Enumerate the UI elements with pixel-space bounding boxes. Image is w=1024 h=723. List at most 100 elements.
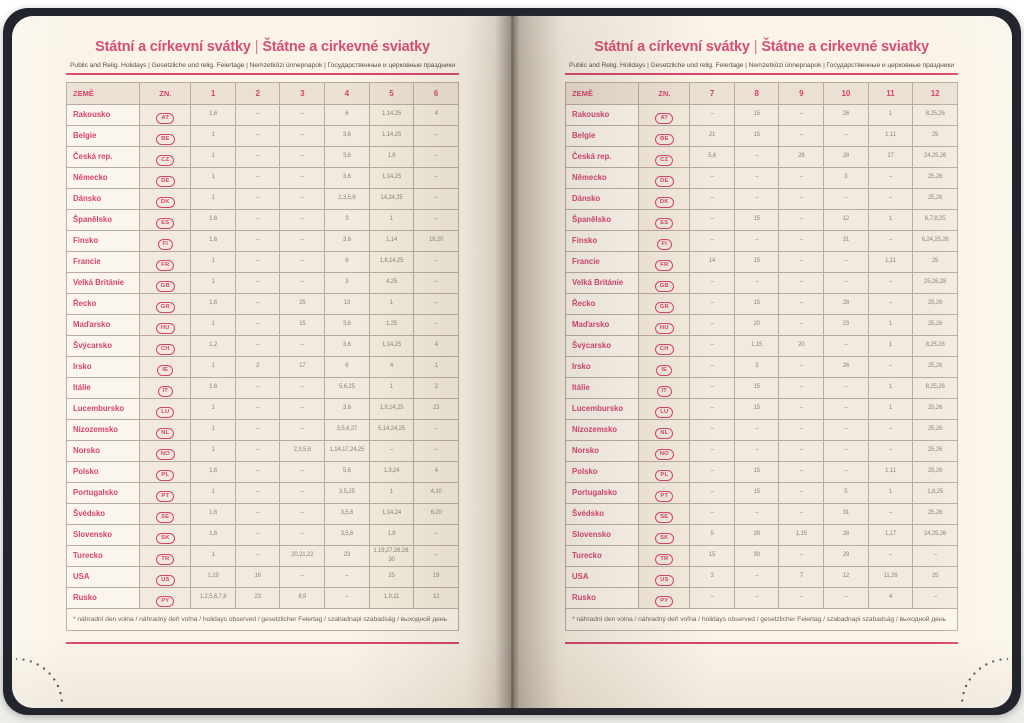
holiday-days-cell: 1, 8	[368, 145, 415, 168]
holiday-days-cell: 25, 26	[912, 460, 958, 483]
holiday-days-cell: 1, 25	[368, 313, 415, 336]
country-name: Česká rep.	[65, 145, 141, 168]
country-code-cell: BE	[638, 124, 691, 147]
country-code-cell: FR	[638, 250, 691, 273]
holiday-days-cell: 5, 6	[689, 145, 735, 168]
country-code-badge: BE	[655, 134, 674, 145]
holiday-days-cell: 1, 6	[190, 523, 236, 546]
country-name: Portugalsko	[65, 481, 141, 504]
holiday-days-cell: –	[279, 250, 326, 273]
country-code-cell: CH	[139, 334, 192, 357]
holiday-days-cell: –	[689, 166, 735, 189]
table-row: Belgie BE 21 15– –1, 11 25	[564, 124, 958, 147]
country-code-badge: NL	[156, 428, 175, 439]
holiday-days-cell: –	[279, 376, 326, 399]
holiday-days-cell: –	[733, 418, 780, 441]
holiday-days-cell: –	[279, 565, 326, 588]
holiday-days-cell: 1	[190, 124, 236, 147]
col-header-month: 12	[912, 81, 958, 105]
holiday-days-cell: 1	[867, 208, 914, 231]
col-header-month: 2	[234, 81, 281, 105]
country-code-cell: LU	[638, 397, 691, 420]
holiday-days-cell: 25, 26	[912, 187, 958, 210]
holiday-days-cell: –	[689, 187, 735, 210]
holiday-days-cell: 15	[279, 313, 326, 336]
holiday-days-cell: –	[234, 439, 281, 462]
country-name: Řecko	[564, 292, 640, 315]
holiday-days-cell: –	[413, 292, 459, 315]
holiday-days-cell: 1	[190, 145, 236, 168]
holiday-days-cell: –	[867, 418, 914, 441]
country-code-badge: FI	[157, 239, 174, 250]
holiday-days-cell: 1	[190, 271, 236, 294]
holiday-days-cell: –	[689, 208, 735, 231]
holiday-days-cell: –	[234, 376, 281, 399]
country-code-badge: CZ	[655, 155, 674, 166]
holiday-days-cell: –	[867, 271, 914, 294]
country-name: Norsko	[564, 439, 640, 462]
table-row: Portugalsko PT –15–5 1 1, 8, 25	[564, 481, 958, 504]
country-code-cell: PL	[638, 460, 691, 483]
holiday-days-cell: 7	[778, 565, 825, 588]
country-name: Švýcarsko	[564, 334, 640, 357]
country-name: Velká Británie	[65, 271, 141, 294]
country-code-badge: IT	[157, 386, 174, 397]
holiday-days-cell: 3, 5, 25	[324, 481, 370, 504]
holiday-days-cell: –	[324, 586, 370, 609]
holiday-days-cell: –	[279, 523, 326, 546]
holiday-days-cell: 1, 3, 24	[368, 460, 415, 483]
holiday-days-cell: 1	[867, 103, 914, 126]
col-header-month: 5	[368, 81, 415, 105]
country-name: Norsko	[65, 439, 141, 462]
holiday-days-cell: –	[778, 460, 825, 483]
table-row: Portugalsko PT 1– –3, 5, 25 1 4, 10	[65, 481, 459, 504]
table-body: Rakousko AT –15–26 1 8, 25, 26 Belgie BE 21 15– –…	[564, 103, 958, 609]
holiday-days-cell: 15	[733, 103, 780, 126]
holiday-days-cell: –	[689, 502, 735, 525]
holiday-days-cell: 2	[234, 355, 281, 378]
country-name: Dánsko	[564, 187, 640, 210]
holiday-days-cell: –	[778, 166, 825, 189]
country-code-badge: NO	[654, 449, 674, 460]
holiday-days-cell: –	[234, 145, 281, 168]
country-name: Francie	[65, 250, 141, 273]
table-row: Norsko NO 1–2, 3, 5, 6 1, 14, 17, 24, 25– –	[65, 439, 459, 462]
holiday-days-cell: 11, 26	[867, 565, 914, 588]
holiday-days-cell: –	[867, 187, 914, 210]
perforation-dots-bottom-right	[960, 657, 1008, 705]
table-row: Velká Británie GB – – – – –25, 26, 28	[564, 271, 958, 294]
table-row: Rakousko AT 1, 6– –6 1, 14, 25 4	[65, 103, 459, 126]
holiday-days-cell: –	[234, 481, 281, 504]
col-header-month: 7	[689, 81, 735, 105]
country-code-cell: PY	[638, 586, 691, 609]
holiday-days-cell: –	[234, 250, 281, 273]
table-row: Lucembursko LU –15– –1 25, 26	[564, 397, 958, 420]
holiday-days-cell: 15	[733, 397, 780, 420]
page-title: Státní a církevní svátky | Štátne a cirkev…	[66, 39, 459, 56]
holiday-days-cell: –	[413, 523, 459, 546]
holiday-days-cell: 17	[279, 355, 326, 378]
footnote-row: * náhradní den volna / náhradný deň voľn…	[66, 607, 459, 631]
holiday-days-cell: –	[234, 460, 281, 483]
col-header-month: 1	[190, 81, 236, 105]
title-divider: |	[254, 39, 259, 55]
country-name: Dánsko	[65, 187, 141, 210]
holiday-days-cell: –	[778, 439, 825, 462]
country-code-cell: US	[139, 565, 192, 588]
holiday-days-cell: –	[234, 271, 281, 294]
country-code-cell: IT	[638, 376, 691, 399]
holiday-days-cell: 25, 26	[912, 418, 958, 441]
country-code-cell: GR	[139, 292, 192, 315]
holiday-days-cell: –	[778, 229, 825, 252]
footer-rule	[66, 641, 459, 644]
holiday-days-cell: 3, 5, 6	[324, 502, 370, 525]
holiday-days-cell: –	[823, 124, 869, 147]
holiday-days-cell: 1, 8, 25	[912, 481, 958, 504]
holiday-days-cell: –	[867, 439, 914, 462]
holiday-days-cell: –	[279, 124, 326, 147]
holiday-days-cell: –	[234, 397, 281, 420]
holiday-days-cell: 1	[190, 439, 236, 462]
holiday-days-cell: –	[689, 481, 735, 504]
country-code-cell: NL	[139, 418, 192, 441]
